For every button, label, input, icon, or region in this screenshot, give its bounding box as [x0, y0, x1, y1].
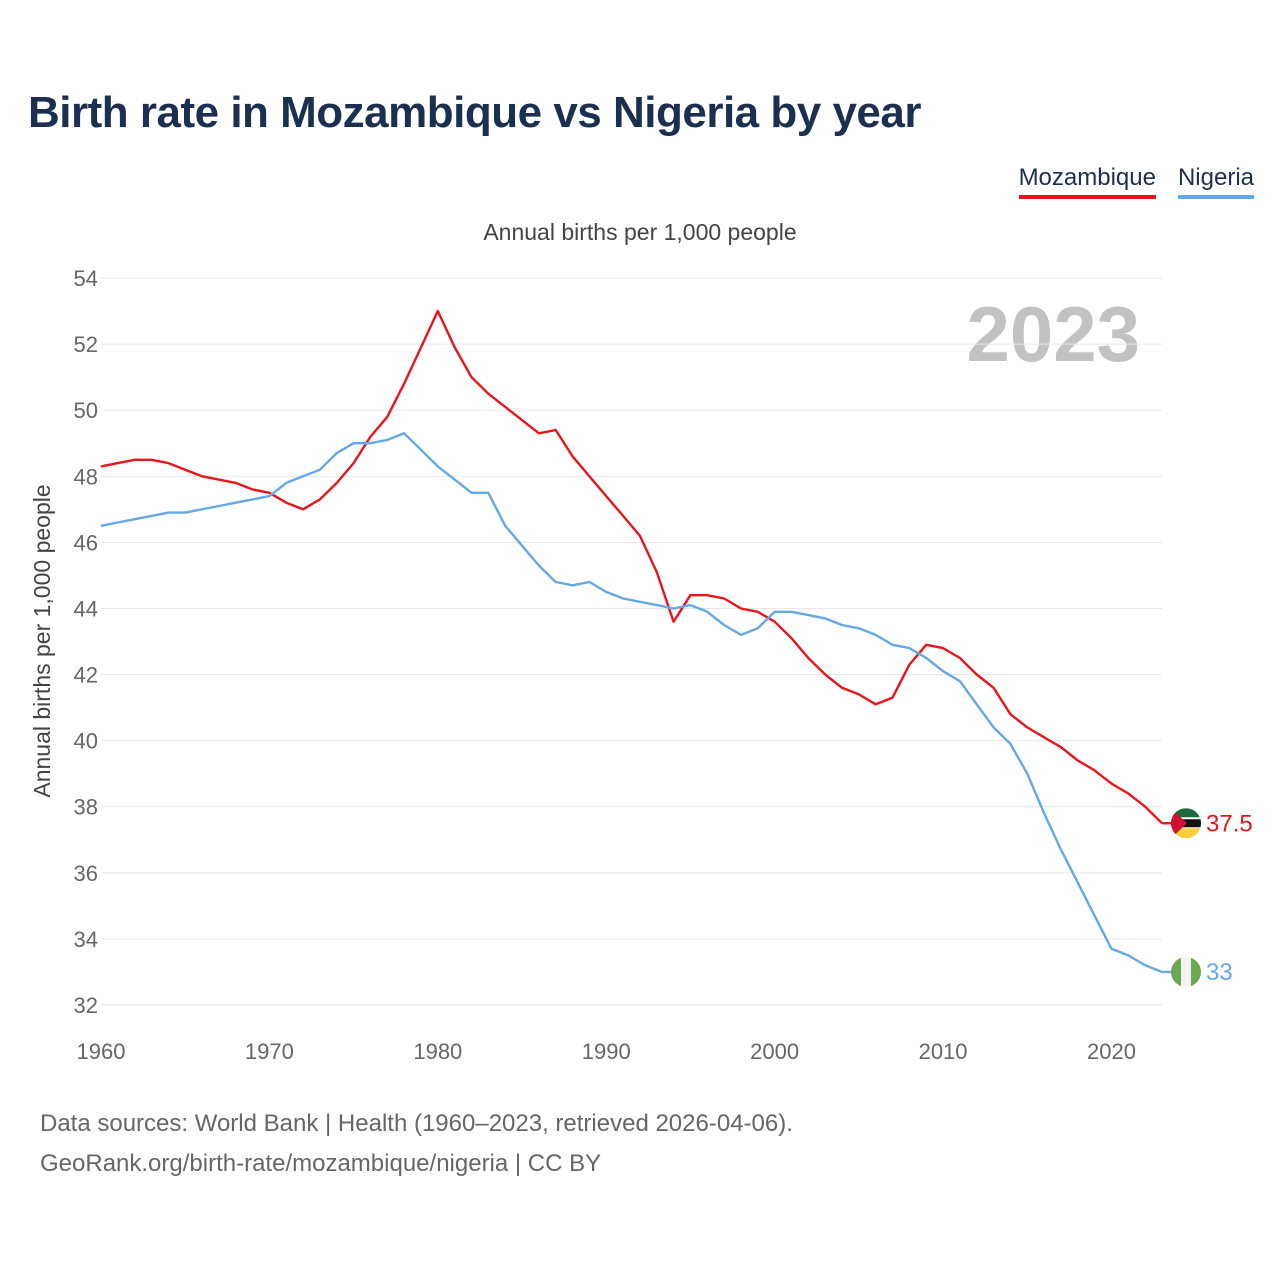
footer: Data sources: World Bank | Health (1960–…: [40, 1104, 793, 1184]
y-tick-label: 34: [74, 927, 98, 952]
year-overlay: 2023: [966, 290, 1140, 378]
grid: [101, 277, 1162, 1006]
y-tick-label: 44: [74, 596, 98, 621]
series-lines: [100, 309, 1163, 974]
legend-item-nigeria[interactable]: Nigeria: [1177, 164, 1254, 199]
y-tick-label: 50: [74, 398, 98, 423]
x-tick-label: 1990: [582, 1039, 631, 1064]
y-tick-label: 54: [74, 266, 98, 291]
footer-attribution[interactable]: GeoRank.org/birth-rate/mozambique/nigeri…: [40, 1150, 602, 1177]
end-label-mozambique: 37.5: [1206, 810, 1253, 837]
series-end-markers: 37.5 33: [1162, 808, 1253, 987]
y-tick-label: 38: [74, 795, 98, 820]
y-tick-label: 32: [74, 993, 98, 1018]
x-tick-label: 2020: [1087, 1039, 1136, 1064]
x-tick-label: 1980: [413, 1039, 462, 1064]
y-tick-label: 52: [74, 332, 98, 357]
y-tick-label: 46: [74, 530, 98, 555]
x-tick-label: 2000: [750, 1039, 799, 1064]
series-line-mozambique: [100, 309, 1163, 825]
mozambique-flag-icon: [1171, 808, 1201, 839]
x-tick-label: 1970: [245, 1039, 294, 1064]
y-tick-label: 48: [74, 464, 98, 489]
y-tick-label: 40: [74, 729, 98, 754]
footer-sources: Data sources: World Bank | Health (1960–…: [40, 1110, 793, 1137]
x-axis: 1960 1970 1980 1990 2000 2010 2020: [77, 1039, 1136, 1064]
legend-item-mozambique[interactable]: Mozambique: [1018, 164, 1156, 199]
end-label-nigeria: 33: [1206, 959, 1233, 986]
chart-title: Birth rate in Mozambique vs Nigeria by y…: [28, 88, 921, 137]
series-line-nigeria: [100, 432, 1163, 974]
x-tick-label: 1960: [77, 1039, 126, 1064]
nigeria-flag-icon: [1171, 956, 1201, 987]
chart-subtitle: Annual births per 1,000 people: [483, 219, 796, 245]
y-tick-label: 36: [74, 861, 98, 886]
y-tick-label: 42: [74, 663, 98, 688]
x-tick-label: 2010: [919, 1039, 968, 1064]
legend: Mozambique Nigeria: [1018, 164, 1254, 199]
y-axis: 32 34 36 38 40 42 44 46 48 50 52 54: [74, 266, 98, 1018]
y-axis-title: Annual births per 1,000 people: [29, 484, 55, 797]
